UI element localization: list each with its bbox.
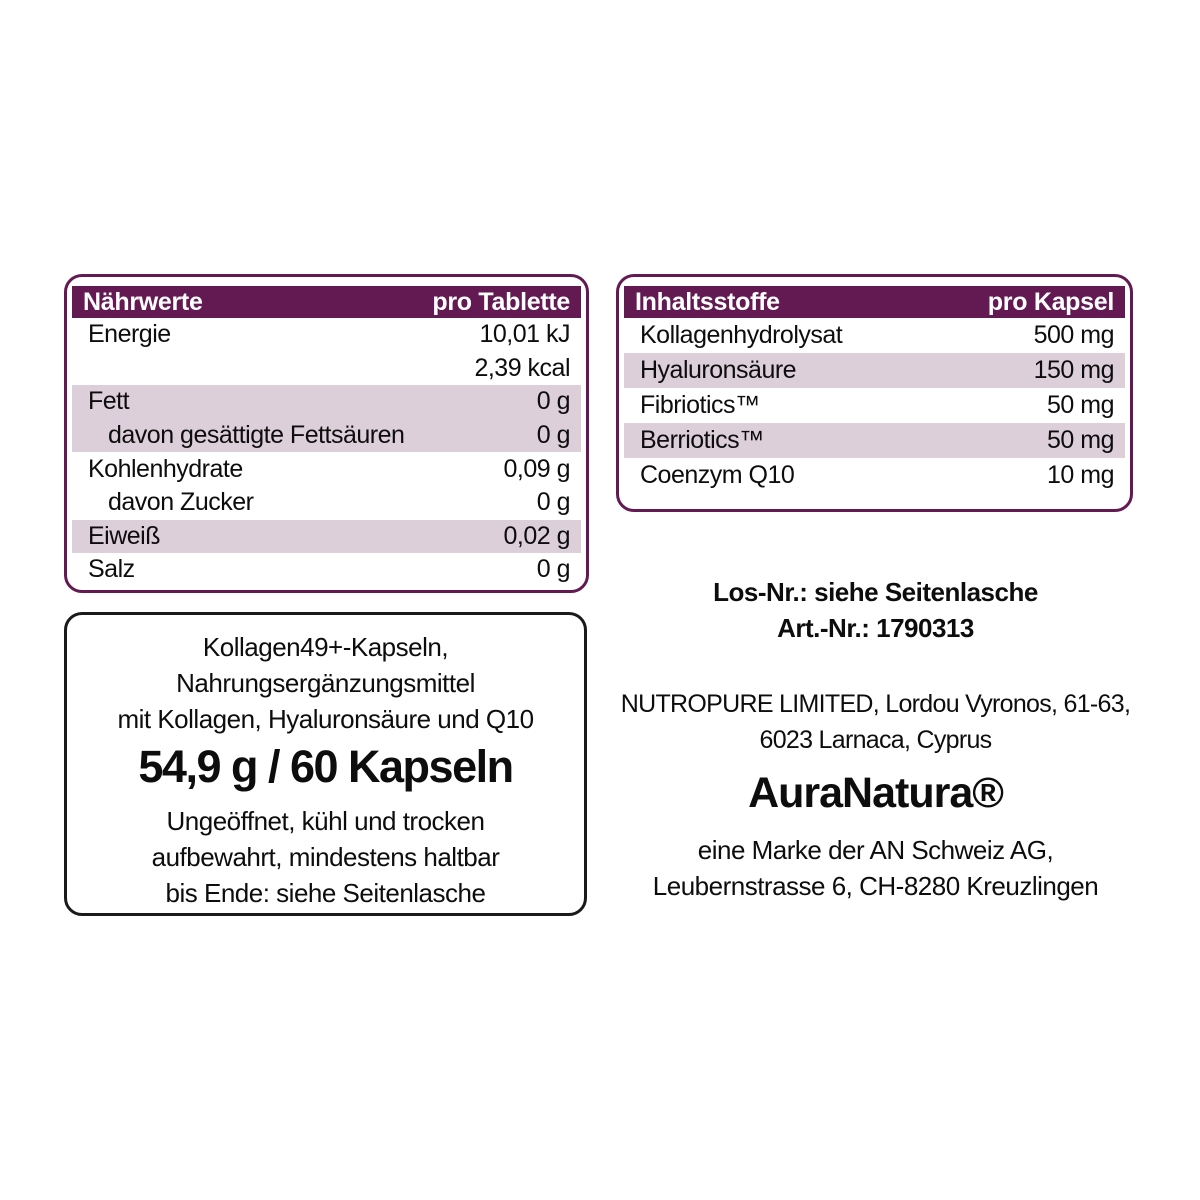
row-label: Kohlenhydrate bbox=[88, 454, 243, 483]
manufacturer-address: NUTROPURE LIMITED, Lordou Vyronos, 61-63… bbox=[616, 686, 1135, 758]
product-quantity: 54,9 g / 60 Kapseln bbox=[138, 741, 514, 792]
table-row: 2,39 kcal bbox=[72, 352, 581, 386]
table-row: Berriotics™ 50 mg bbox=[624, 423, 1125, 458]
row-value: 0 g bbox=[536, 488, 571, 517]
brand-owner-address: eine Marke der AN Schweiz AG, Leubernstra… bbox=[616, 832, 1135, 904]
table-row: Fett 0 g bbox=[72, 385, 581, 419]
row-label: davon Zucker bbox=[108, 488, 254, 517]
nutrition-header-title: Nährwerte bbox=[83, 287, 203, 316]
ingredients-table: Inhaltsstoffe pro Kapsel Kollagenhydroly… bbox=[616, 274, 1133, 512]
table-row: Energie 10,01 kJ bbox=[72, 318, 581, 352]
text-line: bis Ende: siehe Seitenlasche bbox=[165, 878, 486, 908]
table-row: Hyaluronsäure 150 mg bbox=[624, 353, 1125, 388]
row-label: Kollagenhydrolysat bbox=[640, 321, 843, 349]
storage-instructions: Ungeöffnet, kühl und trocken aufbewahrt, … bbox=[67, 803, 584, 911]
table-row: Salz 0 g bbox=[72, 553, 581, 587]
ingredients-table-rows: Kollagenhydrolysat 500 mg Hyaluronsäure 150… bbox=[624, 318, 1125, 493]
table-row: davon Zucker 0 g bbox=[72, 486, 581, 520]
table-row: Fibriotics™ 50 mg bbox=[624, 388, 1125, 423]
text-line: aufbewahrt, mindestens haltbar bbox=[151, 842, 500, 872]
article-number-line: Art.-Nr.: 1790313 bbox=[777, 613, 974, 643]
nutrition-table-rows: Energie 10,01 kJ 2,39 kcal Fett 0 g davon ges… bbox=[72, 318, 581, 587]
row-value: 50 mg bbox=[1047, 391, 1114, 419]
row-value: 10 mg bbox=[1047, 461, 1114, 489]
table-row: Coenzym Q10 10 mg bbox=[624, 458, 1125, 493]
row-value: 150 mg bbox=[1033, 356, 1115, 384]
row-value: 0 g bbox=[536, 555, 571, 584]
ingredients-table-header: Inhaltsstoffe pro Kapsel bbox=[624, 286, 1125, 318]
table-row: davon gesättigte Fettsäuren 0 g bbox=[72, 418, 581, 453]
row-label: Salz bbox=[88, 555, 135, 584]
row-label: Coenzym Q10 bbox=[640, 461, 795, 489]
text-line: Nahrungsergänzungsmittel bbox=[176, 668, 475, 698]
row-value: 10,01 kJ bbox=[479, 320, 570, 349]
row-label: Hyaluronsäure bbox=[640, 356, 797, 384]
nutrition-header-unit: pro Tablette bbox=[432, 287, 570, 316]
text-line: Ungeöffnet, kühl und trocken bbox=[166, 806, 485, 836]
row-value: 0,09 g bbox=[503, 454, 570, 483]
text-line: NUTROPURE LIMITED, Lordou Vyronos, 61-63… bbox=[620, 690, 1131, 718]
product-description-lines: Kollagen49+-Kapseln, Nahrungsergänzungsmi… bbox=[67, 629, 584, 737]
table-row: Eiweiß 0,02 g bbox=[72, 519, 581, 554]
product-description-box: Kollagen49+-Kapseln, Nahrungsergänzungsmi… bbox=[64, 612, 587, 916]
row-value: 2,39 kcal bbox=[474, 353, 570, 382]
text-line: Kollagen49+-Kapseln, bbox=[202, 632, 449, 662]
row-value: 0 g bbox=[536, 421, 571, 450]
lot-article-block: Los-Nr.: siehe Seitenlasche Art.-Nr.: 17… bbox=[616, 574, 1135, 646]
row-value: 0 g bbox=[536, 387, 571, 416]
nutrition-table-header: Nährwerte pro Tablette bbox=[72, 286, 581, 318]
text-line: eine Marke der AN Schweiz AG, bbox=[697, 835, 1054, 865]
table-row: Kohlenhydrate 0,09 g bbox=[72, 452, 581, 486]
info-column: Los-Nr.: siehe Seitenlasche Art.-Nr.: 17… bbox=[616, 560, 1135, 904]
ingredients-header-title: Inhaltsstoffe bbox=[635, 287, 780, 316]
nutrition-table: Nährwerte pro Tablette Energie 10,01 kJ 2,… bbox=[64, 274, 589, 593]
row-value: 0,02 g bbox=[503, 521, 570, 550]
brand-name: AuraNatura® bbox=[748, 769, 1004, 817]
row-value: 500 mg bbox=[1033, 321, 1115, 349]
row-label: Fett bbox=[88, 387, 130, 416]
row-label: Eiweiß bbox=[88, 521, 161, 550]
row-label: Fibriotics™ bbox=[640, 391, 760, 419]
row-label: Berriotics™ bbox=[640, 426, 764, 454]
text-line: 6023 Larnaca, Cyprus bbox=[759, 726, 993, 754]
text-line: mit Kollagen, Hyaluronsäure und Q10 bbox=[117, 704, 534, 734]
row-label: davon gesättigte Fettsäuren bbox=[108, 421, 405, 450]
row-value: 50 mg bbox=[1047, 426, 1114, 454]
table-row: Kollagenhydrolysat 500 mg bbox=[624, 318, 1125, 353]
row-label: Energie bbox=[88, 320, 171, 349]
lot-number-line: Los-Nr.: siehe Seitenlasche bbox=[713, 577, 1038, 607]
text-line: Leubernstrasse 6, CH-8280 Kreuzlingen bbox=[652, 871, 1099, 901]
ingredients-header-unit: pro Kapsel bbox=[987, 287, 1115, 316]
